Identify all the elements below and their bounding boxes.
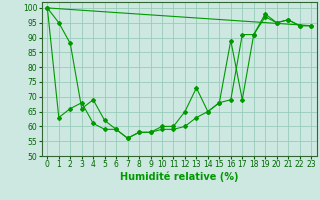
X-axis label: Humidité relative (%): Humidité relative (%) — [120, 172, 238, 182]
